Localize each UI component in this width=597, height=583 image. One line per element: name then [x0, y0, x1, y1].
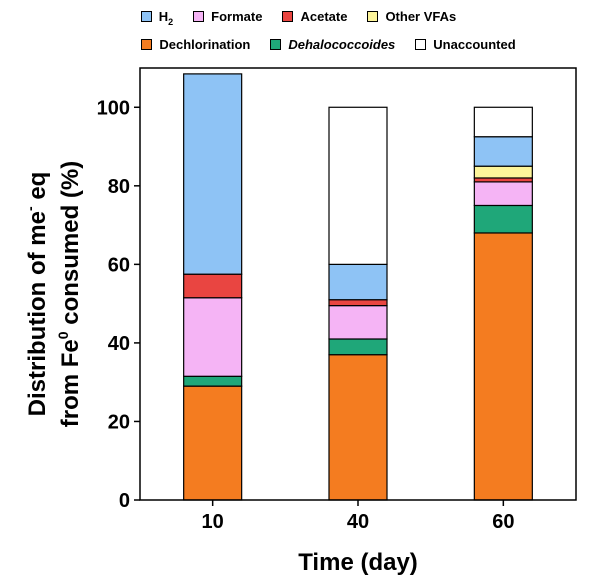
y-axis-label-line-1-superscript: - — [22, 206, 38, 211]
y-axis-label-line-2-text: from Fe — [57, 339, 84, 427]
bar-segment-dechlorination-60 — [473, 232, 533, 501]
bar-segment-other-vfas-60 — [473, 165, 533, 179]
bars-layer — [183, 73, 533, 501]
y-axis-label: Distribution of me- eq from Fe0 consumed… — [22, 161, 84, 428]
legend-label-h2-subscript: 2 — [168, 17, 174, 27]
legend-item-dehalococcoides: Dehalococcoides — [270, 37, 395, 52]
bar-segment-acetate-10 — [183, 273, 243, 299]
y-axis-label-line-1-tail: eq — [24, 172, 51, 207]
legend-swatch-unaccounted — [415, 39, 427, 50]
y-axis-label-line-1: Distribution of me- eq — [22, 172, 51, 417]
legend-label-other-vfas: Other VFAs — [385, 9, 457, 24]
legend-item-unaccounted: Unaccounted — [415, 37, 516, 52]
bar-segment-formate-60 — [473, 181, 533, 207]
legend-label-formate: Formate — [211, 9, 263, 24]
legend-item-other-vfas: Other VFAs — [367, 9, 456, 24]
legend-item-dechlorination: Dechlorination — [141, 37, 250, 52]
legend-swatch-h2 — [140, 11, 152, 22]
y-tick-label: 60 — [108, 254, 130, 276]
y-tick-label: 20 — [108, 411, 130, 433]
bar-segment-dechlorination-10 — [183, 385, 243, 501]
legend-swatch-formate — [193, 11, 205, 22]
y-axis-label-line-2-superscript: 0 — [55, 331, 71, 339]
y-tick-label: 0 — [119, 490, 130, 512]
bar-segment-dechlorination-40 — [328, 354, 388, 501]
legend-swatch-dehalococcoides — [270, 39, 282, 50]
y-ticks: 0 20 40 60 80 100 — [97, 97, 140, 512]
legend-item-acetate: Acetate — [282, 9, 347, 24]
bar-segment-formate-10 — [183, 297, 243, 377]
legend-swatch-other-vfas — [367, 11, 379, 22]
bar-segment-acetate-40 — [328, 299, 388, 307]
x-axis-label: Time (day) — [298, 549, 418, 576]
y-axis-label-line-2: from Fe0 consumed (%) — [55, 161, 84, 428]
bar-segment-h2-40 — [328, 263, 388, 301]
legend-swatch-acetate — [282, 11, 294, 22]
y-tick-label: 80 — [108, 176, 130, 198]
bar-segment-unaccounted-40 — [328, 106, 388, 265]
legend-row-2: Dechlorination Dehalococcoides Unaccount… — [30, 37, 597, 52]
legend-label-dehalococcoides: Dehalococcoides — [288, 37, 396, 52]
bar-segment-h2-60 — [473, 136, 533, 167]
y-tick-label: 40 — [108, 333, 130, 355]
legend-label-h2: H2 — [158, 9, 174, 27]
x-tick-label: 60 — [492, 511, 514, 533]
bar-segment-dehalococcoides-60 — [473, 204, 533, 234]
y-axis-label-line-2-tail: consumed (%) — [57, 161, 84, 332]
legend-item-h2: H2 — [140, 9, 174, 27]
x-tick-label: 40 — [347, 511, 369, 533]
legend-swatch-dechlorination — [141, 39, 153, 50]
x-tick-label: 10 — [202, 511, 224, 533]
legend-label-dechlorination: Dechlorination — [159, 37, 251, 52]
bar-segment-h2-10 — [183, 73, 243, 275]
y-tick-label: 100 — [97, 97, 130, 119]
legend-label-acetate: Acetate — [300, 9, 348, 24]
legend-item-formate: Formate — [193, 9, 262, 24]
bar-segment-formate-40 — [328, 305, 388, 340]
legend-label-unaccounted: Unaccounted — [433, 37, 516, 52]
bar-segment-dehalococcoides-10 — [183, 375, 243, 387]
y-axis-label-line-1-text: Distribution of me — [24, 211, 51, 416]
bar-segment-unaccounted-60 — [473, 106, 533, 138]
legend-row-1: H2 Formate Acetate Other VFAs — [0, 9, 597, 27]
x-ticks: 10 40 60 — [202, 500, 514, 533]
bar-segment-dehalococcoides-40 — [328, 338, 388, 356]
